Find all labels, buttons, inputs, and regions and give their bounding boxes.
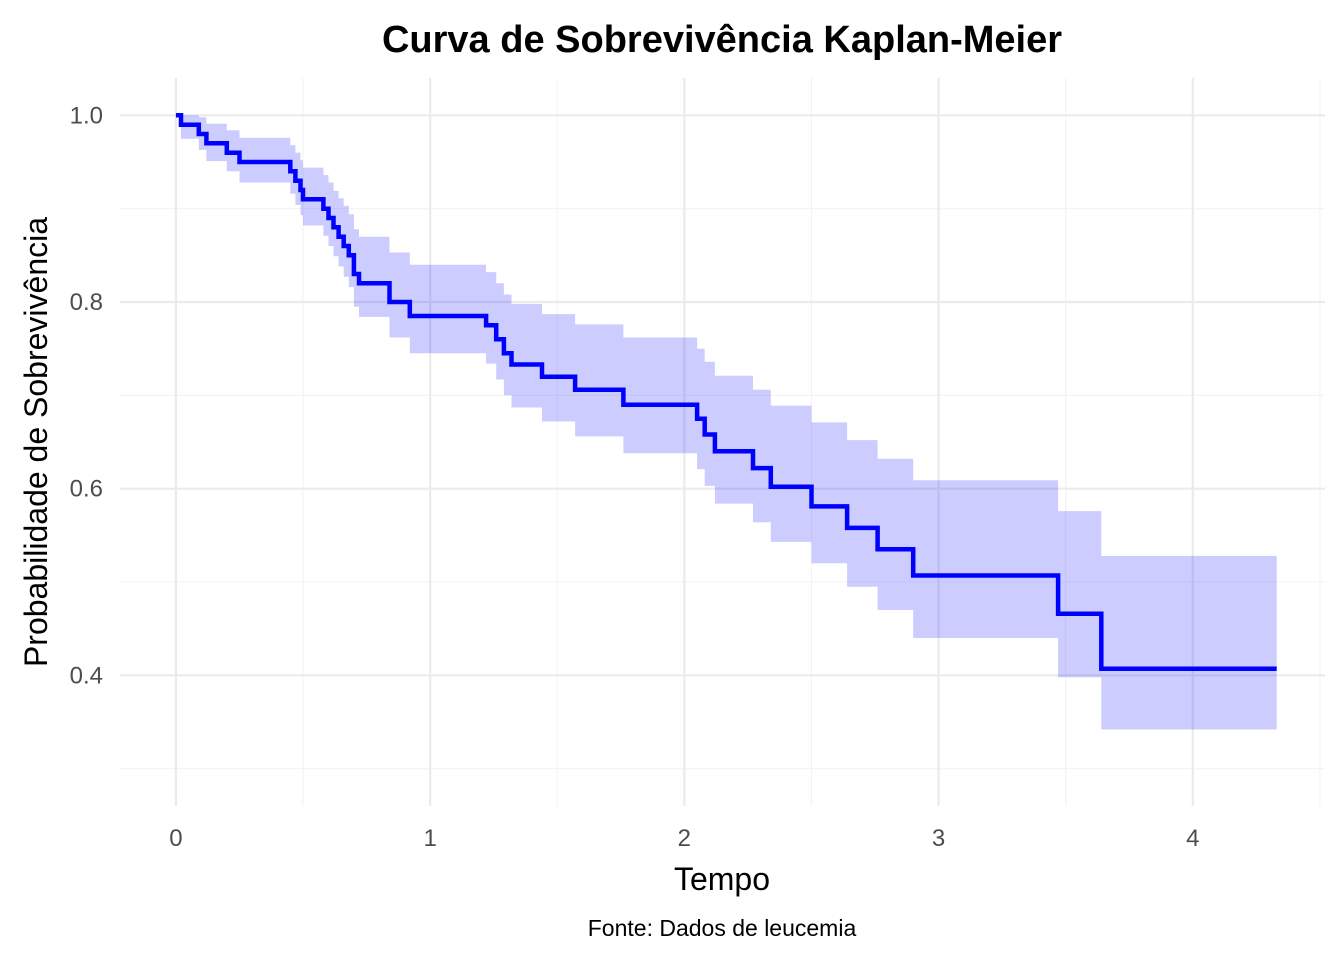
survival-curve [175, 113, 1277, 672]
x-tick-label: 2 [678, 825, 691, 852]
x-tick-label: 4 [1186, 825, 1199, 852]
tick-labels: 0 1 2 3 4 0.4 0.6 0.8 1.0 [70, 102, 1200, 852]
y-tick-label: 1.0 [70, 102, 103, 129]
y-axis-title: Probabilidade de Sobrevivência [18, 217, 54, 667]
confidence-band-layer [175, 115, 1277, 730]
caption: Fonte: Dados de leucemia [588, 915, 857, 941]
chart-title: Curva de Sobrevivência Kaplan-Meier [382, 19, 1062, 61]
grid [120, 78, 1325, 806]
y-tick-label: 0.6 [70, 476, 103, 503]
y-tick-label: 0.4 [70, 662, 103, 689]
y-tick-label: 0.8 [70, 289, 103, 316]
confidence-band [175, 115, 1277, 730]
x-tick-label: 1 [423, 825, 436, 852]
survival-curve-layer [175, 113, 1277, 672]
x-tick-label: 3 [932, 825, 945, 852]
x-tick-label: 0 [169, 825, 182, 852]
x-axis-title: Tempo [674, 861, 770, 897]
